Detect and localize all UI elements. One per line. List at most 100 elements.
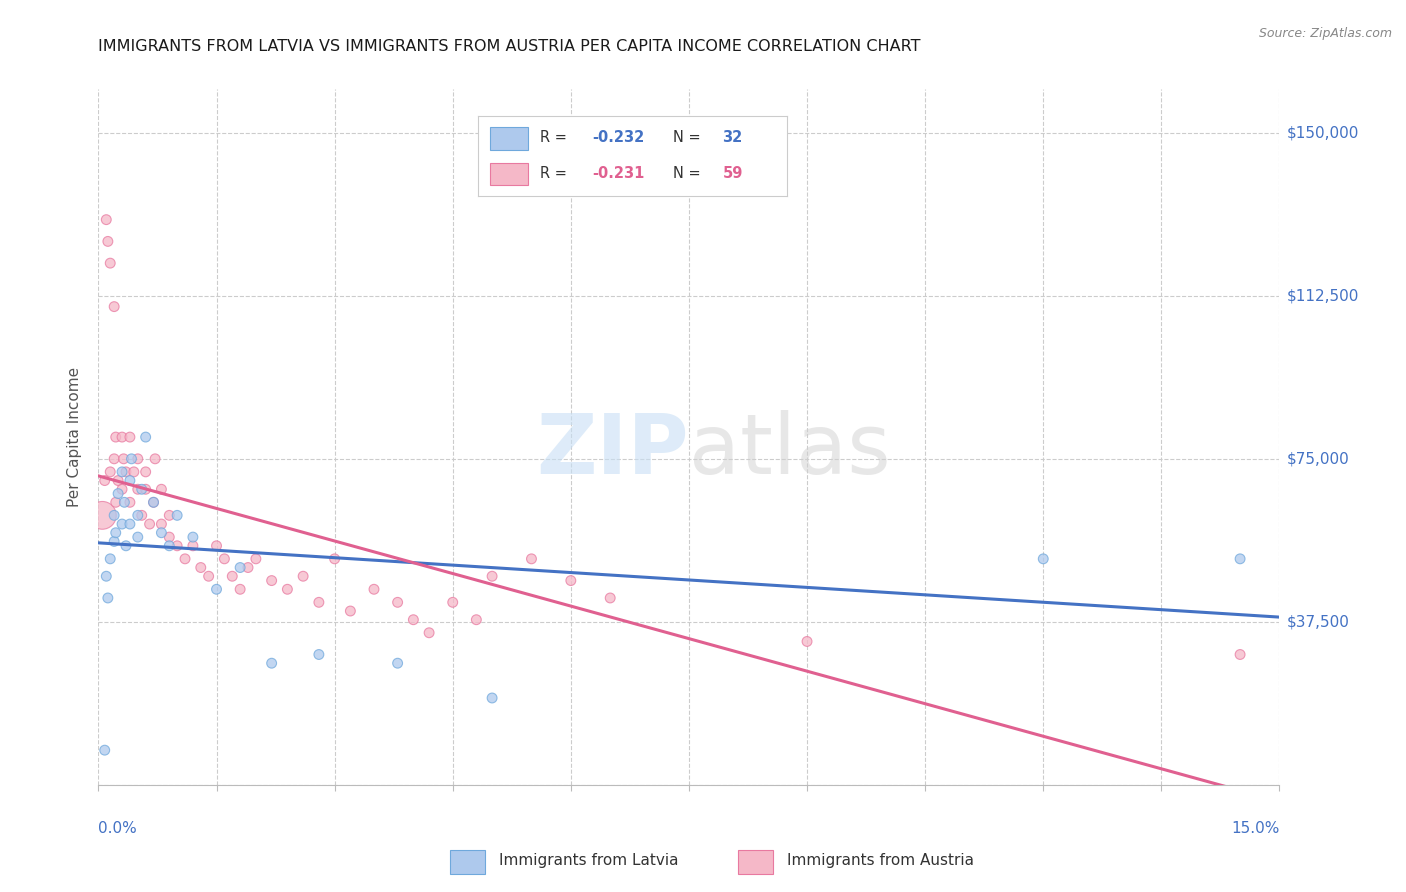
Point bbox=[98, 256, 121, 270]
Point bbox=[796, 634, 818, 648]
Point bbox=[1229, 648, 1251, 662]
Text: 15.0%: 15.0% bbox=[1232, 821, 1279, 836]
Point bbox=[465, 613, 488, 627]
Point bbox=[229, 582, 252, 597]
Point bbox=[441, 595, 464, 609]
Point bbox=[323, 551, 346, 566]
Point bbox=[229, 560, 252, 574]
Point bbox=[115, 465, 138, 479]
Point bbox=[135, 430, 157, 444]
Point bbox=[111, 430, 134, 444]
Point bbox=[103, 508, 125, 523]
Text: $37,500: $37,500 bbox=[1286, 615, 1350, 630]
Text: atlas: atlas bbox=[689, 410, 890, 491]
Point bbox=[214, 551, 236, 566]
Point bbox=[143, 451, 166, 466]
Text: IMMIGRANTS FROM LATVIA VS IMMIGRANTS FROM AUSTRIA PER CAPITA INCOME CORRELATION : IMMIGRANTS FROM LATVIA VS IMMIGRANTS FRO… bbox=[98, 38, 921, 54]
Point bbox=[387, 657, 409, 671]
Bar bbox=[491, 128, 527, 150]
Point bbox=[97, 235, 120, 249]
Point bbox=[93, 743, 115, 757]
Text: Immigrants from Austria: Immigrants from Austria bbox=[787, 854, 974, 868]
Point bbox=[103, 300, 125, 314]
Point bbox=[387, 595, 409, 609]
Point bbox=[363, 582, 385, 597]
Point bbox=[166, 508, 188, 523]
Text: -0.232: -0.232 bbox=[592, 130, 645, 145]
Point bbox=[103, 451, 125, 466]
Text: Source: ZipAtlas.com: Source: ZipAtlas.com bbox=[1258, 27, 1392, 40]
Point bbox=[142, 495, 165, 509]
Point bbox=[190, 560, 212, 574]
Text: $112,500: $112,500 bbox=[1286, 288, 1358, 303]
Point bbox=[115, 539, 138, 553]
Point bbox=[135, 482, 157, 496]
Point bbox=[205, 582, 228, 597]
Point bbox=[308, 595, 330, 609]
Point bbox=[481, 690, 503, 705]
Point bbox=[98, 551, 121, 566]
Point bbox=[1032, 551, 1054, 566]
Point bbox=[107, 486, 129, 500]
Point bbox=[599, 591, 621, 605]
Y-axis label: Per Capita Income: Per Capita Income bbox=[67, 367, 83, 508]
Text: $150,000: $150,000 bbox=[1286, 125, 1358, 140]
Point bbox=[97, 591, 120, 605]
Point bbox=[107, 474, 129, 488]
Bar bbox=[738, 849, 773, 874]
Point bbox=[308, 648, 330, 662]
Point bbox=[260, 657, 283, 671]
Point bbox=[111, 482, 134, 496]
Point bbox=[121, 451, 143, 466]
Point bbox=[150, 525, 173, 540]
Point bbox=[174, 551, 197, 566]
Point bbox=[1229, 551, 1251, 566]
Point bbox=[104, 430, 127, 444]
Point bbox=[205, 539, 228, 553]
Text: ZIP: ZIP bbox=[537, 410, 689, 491]
Point bbox=[402, 613, 425, 627]
Point bbox=[118, 430, 141, 444]
Text: R =: R = bbox=[540, 166, 571, 181]
Point bbox=[236, 560, 259, 574]
Text: Immigrants from Latvia: Immigrants from Latvia bbox=[499, 854, 679, 868]
Point bbox=[142, 495, 165, 509]
Point bbox=[131, 508, 153, 523]
Text: N =: N = bbox=[673, 166, 706, 181]
Point bbox=[96, 569, 118, 583]
Point bbox=[118, 516, 141, 531]
Point bbox=[135, 465, 157, 479]
Point bbox=[150, 482, 173, 496]
Point bbox=[481, 569, 503, 583]
Point bbox=[131, 482, 153, 496]
Point bbox=[98, 465, 121, 479]
Point bbox=[118, 495, 141, 509]
Point bbox=[112, 451, 135, 466]
Point bbox=[292, 569, 315, 583]
Point bbox=[103, 534, 125, 549]
Point bbox=[150, 516, 173, 531]
Text: R =: R = bbox=[540, 130, 571, 145]
Bar bbox=[450, 849, 485, 874]
Point bbox=[197, 569, 219, 583]
Point bbox=[138, 516, 160, 531]
Point bbox=[127, 451, 149, 466]
Point bbox=[157, 508, 180, 523]
Point bbox=[112, 495, 135, 509]
Point bbox=[245, 551, 267, 566]
Point bbox=[166, 539, 188, 553]
Point bbox=[157, 530, 180, 544]
Text: $75,000: $75,000 bbox=[1286, 451, 1350, 467]
Point bbox=[111, 465, 134, 479]
Point bbox=[181, 539, 204, 553]
Text: N =: N = bbox=[673, 130, 706, 145]
Point bbox=[339, 604, 361, 618]
Bar bbox=[491, 162, 527, 185]
Text: -0.231: -0.231 bbox=[592, 166, 645, 181]
Point bbox=[127, 508, 149, 523]
Point bbox=[91, 508, 114, 523]
Point bbox=[122, 465, 145, 479]
Point bbox=[560, 574, 582, 588]
Text: 32: 32 bbox=[723, 130, 742, 145]
Point bbox=[181, 530, 204, 544]
